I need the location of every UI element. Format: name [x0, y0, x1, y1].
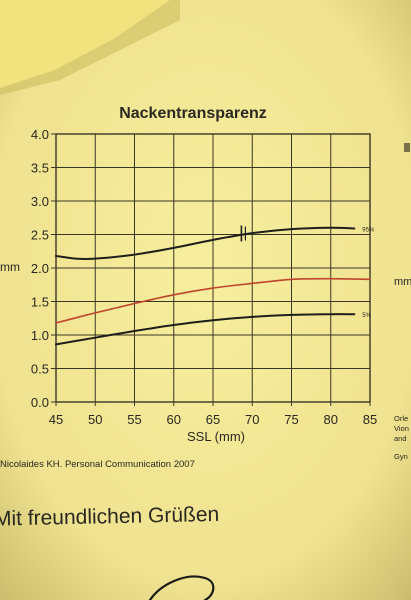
y-tick-label: 1.5 [31, 295, 49, 310]
right-top-mark [404, 143, 410, 152]
y-tick-label: 4.0 [31, 127, 49, 142]
measurement-marker [240, 225, 246, 242]
series-line-2 [55, 277, 371, 324]
y-tick-label: 3.5 [31, 161, 49, 176]
x-tick-label: 60 [167, 412, 181, 427]
signature [148, 575, 215, 600]
x-tick-label: 85 [363, 412, 377, 427]
grid [55, 133, 371, 403]
y-axis-label: mm [0, 260, 20, 274]
series-lines [55, 226, 371, 346]
chart: Nackentransparenz 0.0 0.5 1.0 1.5 2.0 2.5 3.0 3… [0, 105, 377, 444]
right-note-1: Orle [394, 414, 408, 423]
y-tick-label: 2.5 [31, 228, 49, 243]
right-note-3: and [394, 434, 407, 443]
x-tick-label: 45 [49, 412, 63, 427]
y-tick-label: 0.5 [31, 362, 49, 377]
y-tick-label: 1.0 [31, 328, 49, 343]
y-tick-label: 0.0 [31, 395, 49, 410]
x-ticks: 45 50 55 60 65 70 75 80 85 [49, 402, 377, 427]
x-tick-label: 70 [245, 412, 259, 427]
greeting: Mit freundlichen Grüßen [0, 503, 219, 531]
x-tick-label: 55 [127, 412, 141, 427]
x-tick-label: 65 [206, 412, 220, 427]
series-label-1: 95% [362, 227, 375, 233]
citation: Nicolaides KH. Personal Communication 20… [0, 459, 195, 470]
series-label-3: 5% [362, 313, 371, 319]
y-ticks: 0.0 0.5 1.0 1.5 2.0 2.5 3.0 3.5 4.0 [31, 127, 56, 410]
x-tick-label: 75 [284, 412, 298, 427]
y-tick-label: 2.0 [31, 261, 49, 276]
x-tick-label: 50 [88, 412, 102, 427]
right-margin-notes: Orle Vion and Gyn [394, 414, 409, 461]
right-mm-label: mm [394, 276, 411, 288]
series-line-3 [55, 313, 356, 346]
y-tick-label: 3.0 [31, 194, 49, 209]
x-tick-label: 80 [324, 412, 338, 427]
right-note-4: Gyn [394, 452, 408, 461]
right-note-2: Vion [394, 424, 409, 433]
series-line-1 [55, 226, 356, 261]
chart-title: Nackentransparenz [119, 105, 267, 122]
top-page-sheet [0, 0, 170, 88]
series-labels: 95% 5% [362, 227, 375, 319]
x-axis-label: SSL (mm) [187, 429, 245, 444]
